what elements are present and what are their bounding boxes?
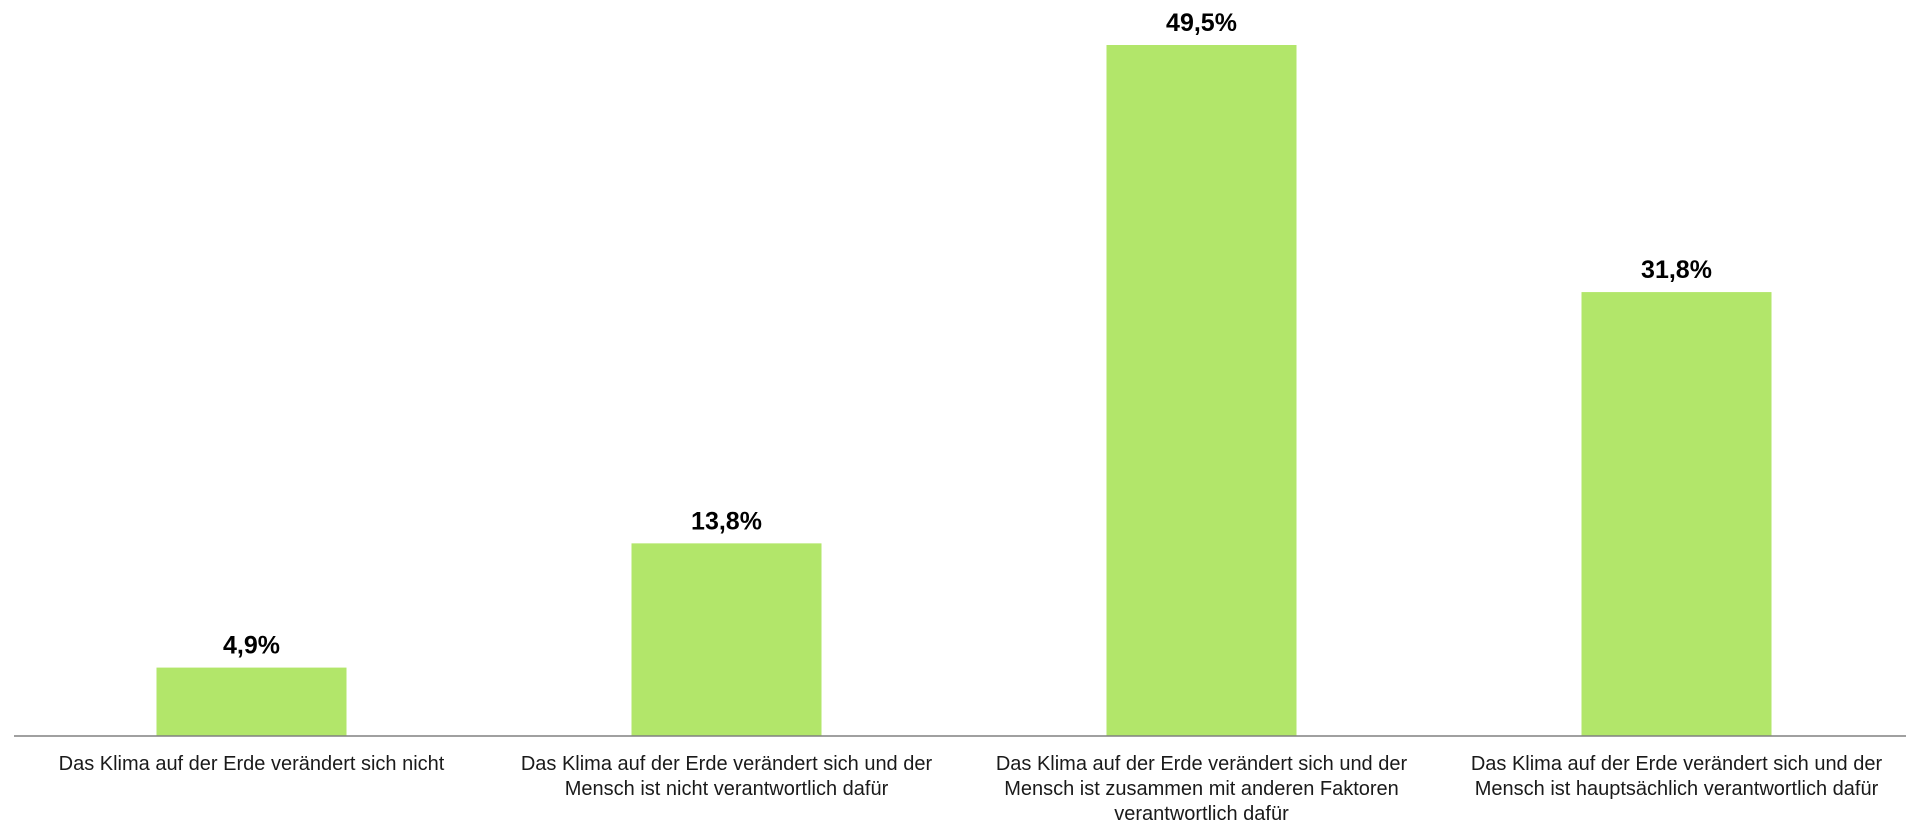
bar-3 — [1106, 45, 1297, 736]
bar-value-label-1: 4,9% — [223, 632, 280, 660]
bar-value-label-2: 13,8% — [691, 507, 762, 535]
bar-value-label-3: 49,5% — [1166, 9, 1237, 37]
bar-2 — [631, 543, 822, 736]
bar-1 — [156, 667, 347, 736]
category-label-1: Das Klima auf der Erde verändert sich ni… — [58, 753, 445, 775]
category-label-4: Das Klima auf der Erde verändert sich un… — [1470, 753, 1883, 800]
category-label-2: Das Klima auf der Erde verändert sich un… — [520, 753, 933, 800]
bar-4 — [1581, 292, 1772, 736]
category-label-3: Das Klima auf der Erde verändert sich un… — [995, 753, 1408, 825]
bar-value-label-4: 31,8% — [1641, 256, 1712, 284]
